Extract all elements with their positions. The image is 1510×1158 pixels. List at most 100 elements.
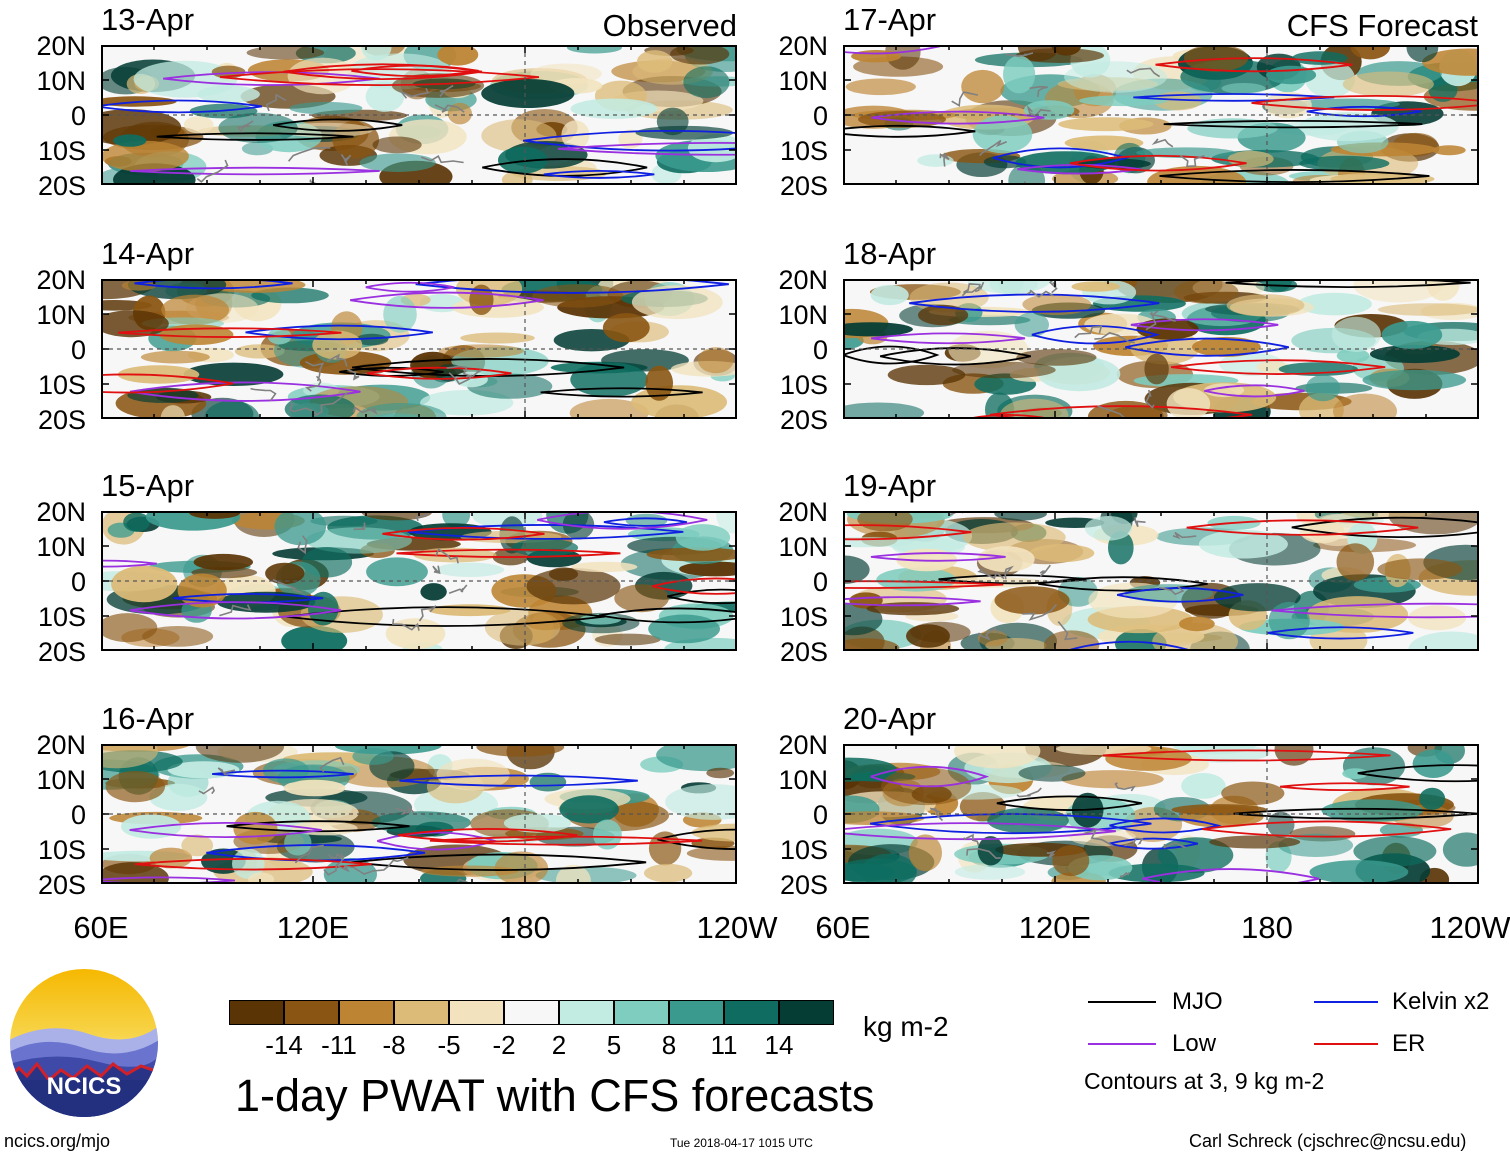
- contour-line: [1251, 95, 1479, 111]
- coastline: [1022, 603, 1058, 621]
- colorbar-tick-label: 8: [661, 1030, 677, 1060]
- coastline: [415, 511, 435, 522]
- lon-label: 60E: [73, 910, 129, 945]
- coastline: [1150, 310, 1176, 322]
- coastline: [425, 878, 472, 884]
- contour-line: [134, 279, 293, 290]
- colorbar-swatch: [614, 1000, 669, 1025]
- coastline: [287, 146, 331, 162]
- contour-line: [339, 366, 444, 377]
- coastline: [272, 578, 302, 594]
- lat-label: 10N: [778, 532, 828, 562]
- lat-label: 20N: [36, 497, 86, 527]
- contour-line: [557, 141, 737, 156]
- lat-label: 10N: [778, 765, 828, 795]
- lat-label: 20S: [37, 870, 86, 900]
- coastline: [346, 368, 360, 381]
- contour-line: [1357, 764, 1479, 783]
- lat-label: 20S: [779, 171, 828, 201]
- footer-url: ncics.org/mjo: [4, 1131, 111, 1151]
- coastline: [1057, 621, 1078, 641]
- contour-line: [651, 577, 737, 595]
- coastline: [1026, 104, 1051, 117]
- lat-label: 20S: [779, 637, 828, 667]
- legend-label-er: ER: [1392, 1030, 1426, 1057]
- contour-line: [870, 552, 1006, 562]
- contour-line: [870, 765, 990, 788]
- lat-label: 0: [812, 800, 828, 830]
- contour-line: [989, 405, 1253, 419]
- lat-label: 0: [70, 567, 86, 597]
- contour-line: [365, 281, 455, 293]
- contour-line: [843, 822, 1116, 841]
- contour-line: [996, 795, 1143, 811]
- coastline: [309, 179, 322, 185]
- contour-line: [212, 769, 354, 779]
- coastline: [1172, 531, 1197, 540]
- contour-line: [1142, 868, 1320, 884]
- coastline: [305, 360, 325, 382]
- coastline: [1026, 289, 1054, 298]
- coastline: [1029, 85, 1048, 98]
- coastline: [448, 584, 468, 595]
- colorbar-swatch: [504, 1000, 559, 1025]
- contour-line: [1271, 602, 1479, 619]
- coastline: [297, 535, 308, 555]
- contour-line: [1109, 817, 1222, 834]
- coastline: [977, 568, 1005, 580]
- lat-label: 0: [70, 101, 86, 131]
- pwat-anomaly-field: [843, 511, 1479, 651]
- contour-line: [843, 124, 976, 138]
- contour-line: [1069, 154, 1247, 172]
- contour-line: [540, 387, 703, 398]
- colorbar: [229, 1000, 834, 1027]
- contour-line: [101, 99, 263, 114]
- coastline: [1124, 837, 1144, 847]
- footer-timestamp: Tue 2018-04-17 1015 UTC: [670, 1136, 813, 1150]
- map-panel: [843, 744, 1479, 884]
- logo-text: NCICS: [47, 1073, 122, 1100]
- coastline: [395, 804, 415, 816]
- contour-line: [843, 345, 940, 365]
- coastline: [237, 120, 254, 133]
- contour-line: [349, 291, 544, 309]
- contour-line: [843, 580, 1004, 589]
- coastline: [400, 87, 430, 99]
- coastline: [1074, 325, 1103, 339]
- colorbar-tick-label: -14: [265, 1030, 303, 1060]
- lat-label: 0: [812, 101, 828, 131]
- coastline: [294, 844, 324, 864]
- lat-label: 10S: [37, 835, 86, 865]
- panel-date-label: 20-Apr: [843, 701, 937, 736]
- coastline: [319, 756, 345, 773]
- contour-line: [130, 166, 380, 176]
- contour-line: [351, 358, 625, 377]
- colorbar-tick-label: 11: [710, 1030, 738, 1060]
- contour-line: [657, 828, 737, 850]
- lon-label: 120E: [276, 910, 350, 945]
- contour-line: [871, 110, 1045, 125]
- lat-label: 20N: [36, 265, 86, 295]
- lat-label: 10S: [37, 370, 86, 400]
- coastline: [435, 548, 459, 564]
- panel-date-label: 15-Apr: [101, 468, 195, 503]
- colorbar-tick-label: 2: [551, 1030, 567, 1060]
- contour-line: [272, 118, 403, 132]
- lat-label: 20S: [37, 171, 86, 201]
- coastline: [963, 281, 985, 294]
- map-panel: [101, 744, 737, 884]
- lat-label: 20N: [36, 31, 86, 61]
- contour-line: [382, 526, 545, 541]
- lat-label: 10S: [37, 136, 86, 166]
- map-panel: [101, 45, 737, 185]
- coastline: [434, 104, 465, 113]
- contour-line: [1225, 279, 1471, 288]
- observed-header: Observed: [602, 8, 737, 43]
- coastline: [1158, 585, 1185, 596]
- contour-line: [285, 606, 605, 627]
- contour-line: [429, 835, 703, 846]
- coastline: [217, 767, 236, 776]
- map-panel: [101, 511, 737, 651]
- lon-label: 120W: [696, 910, 778, 945]
- lat-label: 10N: [778, 300, 828, 330]
